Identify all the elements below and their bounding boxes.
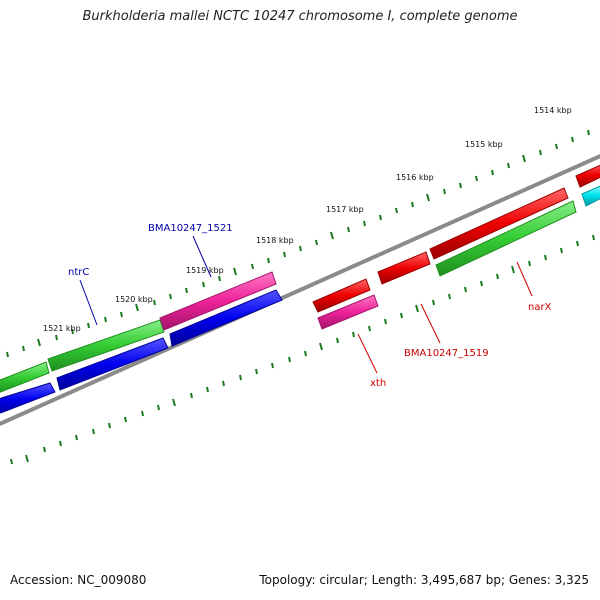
- forward-features: [0, 164, 600, 393]
- tick-label: 1519 kbp: [186, 266, 224, 275]
- gene-label-narx: narX: [528, 302, 552, 313]
- gene-feature-red: [377, 251, 431, 285]
- gene-feature-red: [312, 278, 371, 313]
- tick-label: 1521 kbp: [43, 324, 81, 333]
- accession-text: Accession: NC_009080: [10, 573, 147, 587]
- tick-label: 1516 kbp: [396, 173, 434, 182]
- gene-label-bma10247-1521: BMA10247_1521: [148, 223, 233, 234]
- gene-feature-green: [0, 361, 50, 393]
- genome-summary-text: Topology: circular; Length: 3,495,687 bp…: [259, 573, 589, 587]
- gene-feature-blue: [169, 289, 283, 347]
- gene-labels: BMA10247_1521 ntrC narX BMA10247_1519 xt…: [68, 223, 552, 389]
- genome-backbone: [0, 154, 600, 426]
- gene-feature-blue: [56, 337, 169, 391]
- tick-label: 1514 kbp: [534, 106, 572, 115]
- tick-label: 1517 kbp: [326, 205, 364, 214]
- gene-feature-cyan: [581, 185, 600, 207]
- gene-feature-red: [429, 187, 569, 260]
- gene-feature-green: [47, 319, 165, 372]
- tick-label: 1518 kbp: [256, 236, 294, 245]
- gene-feature-red: [575, 164, 600, 188]
- reverse-features: [0, 185, 600, 414]
- gene-label-ntrc: ntrC: [68, 267, 89, 278]
- map-title: Burkholderia mallei NCTC 10247 chromosom…: [82, 9, 518, 24]
- gene-feature-green: [435, 200, 577, 277]
- tick-labels: 1514 kbp 1515 kbp 1516 kbp 1517 kbp 1518…: [43, 106, 572, 333]
- tick-label: 1520 kbp: [115, 295, 153, 304]
- gene-label-bma10247-1519: BMA10247_1519: [404, 348, 489, 359]
- outer-tick-row: [6, 129, 590, 358]
- gene-feature-blue: [0, 382, 56, 414]
- gene-feature-magenta: [317, 294, 379, 330]
- gene-feature-magenta: [159, 271, 277, 331]
- inner-tick-row: [10, 234, 595, 465]
- tick-label: 1515 kbp: [465, 140, 503, 149]
- gene-label-xth: xth: [370, 378, 386, 389]
- label-leaders: [79, 235, 533, 374]
